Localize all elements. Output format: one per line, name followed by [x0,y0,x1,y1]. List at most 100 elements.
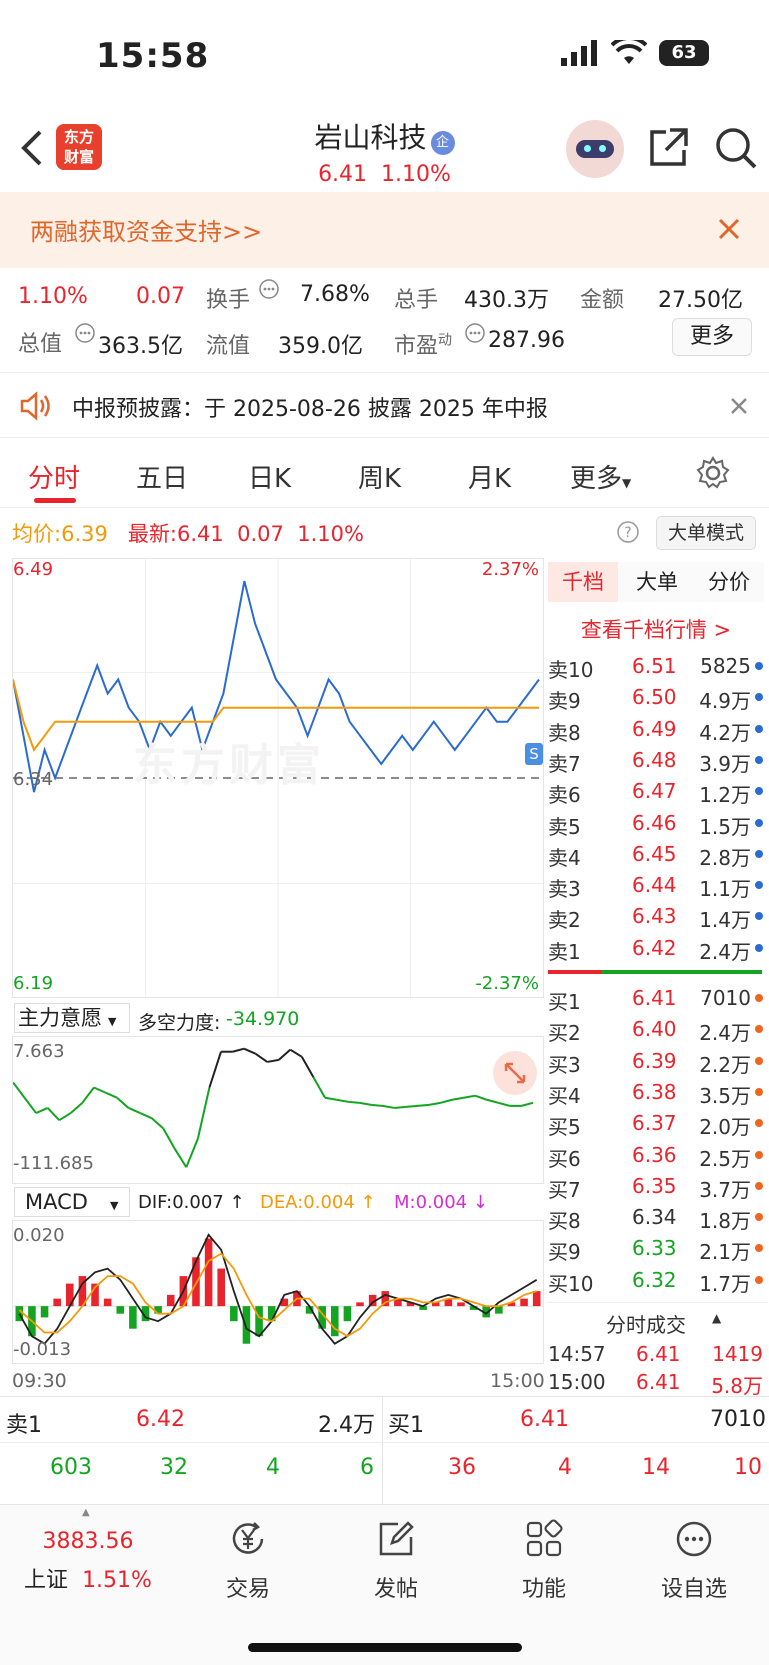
share-icon[interactable] [648,126,690,168]
ask-dot-icon [755,755,763,764]
notice-bar[interactable]: 中报预披露：于 2025-08-26 披露 2025 年中报 [0,372,769,438]
ask-row[interactable]: 卖1 6.42 2.4万 [548,932,763,964]
bottom-tab-trade[interactable]: 交易 [198,1519,298,1603]
ask-price: 6.43 [632,904,677,929]
tab-weekly-k[interactable]: 周K [358,464,402,494]
trade-yen-icon [232,1522,264,1554]
ask-volume: 5825 [700,654,751,678]
tab-big-order[interactable]: 大单 [636,570,678,594]
chevron-up-icon: ▲ [712,1311,722,1325]
more-button[interactable]: 更多 [672,318,752,356]
force-line-segment [232,1047,245,1053]
macd-bar [242,1306,251,1344]
more-info-icon[interactable] [74,322,96,344]
bottom-tab-bar: ▲ 3883.56 上证 1.51% 交易 发帖 功能 设自选 [0,1504,769,1665]
view-depth-link[interactable]: 查看千档行情 > [580,618,732,642]
ask-row[interactable]: 卖10 6.51 5825 [548,650,763,682]
tab-five-day[interactable]: 五日 [136,464,189,494]
ask-volume: 1.2万 [699,783,751,808]
ask-row[interactable]: 卖3 6.44 1.1万 [548,869,763,901]
home-indicator [248,1643,522,1652]
queue-ask-order: 603 [50,1455,92,1480]
ask-dot-icon [755,693,763,702]
force-line-segment [474,1094,488,1101]
notice-text[interactable]: 中报预披露：于 2025-08-26 披露 2025 年中报 [72,397,548,422]
intraday-chart[interactable]: 东方财富 6.49 2.37% 6.34 6.19 -2.37% S [12,558,544,998]
bottom-tab-post[interactable]: 发帖 [346,1519,446,1603]
indicator-chart[interactable]: 7.663 -111.685 [12,1036,544,1184]
ask-price: 6.50 [632,685,677,710]
ask-dot-icon [755,818,763,827]
bid-row[interactable]: 买2 6.40 2.4万 [548,1013,763,1045]
more-info-icon[interactable] [258,278,280,300]
search-icon[interactable] [714,126,758,170]
more-info-icon[interactable] [464,322,486,344]
ask-row[interactable]: 卖5 6.46 1.5万 [548,807,763,839]
title-block: 岩山科技企 6.41 1.10% [0,116,769,187]
tab-depth[interactable]: 千档 [548,562,618,602]
bid-dot-icon [755,1244,763,1253]
ask-row[interactable]: 卖4 6.45 2.8万 [548,838,763,870]
bid-row[interactable]: 买4 6.38 3.5万 [548,1076,763,1108]
ask-volume: 2.8万 [699,845,751,870]
expand-icon[interactable] [493,1051,537,1095]
dea-line [18,1252,537,1338]
avg-line-series [13,679,539,752]
pct-low-label: -2.37% [475,973,539,994]
trades-header[interactable]: 分时成交 ▲ [546,1302,768,1337]
robot-avatar-icon[interactable] [566,120,624,178]
bid-dot-icon [755,1181,763,1190]
ask-row[interactable]: 卖7 6.48 3.9万 [548,744,763,776]
force-line-segment [301,1056,315,1078]
big-order-mode-button[interactable]: 大单模式 [656,516,756,550]
force-line-segment [440,1098,453,1104]
bid-row[interactable]: 买10 6.32 1.7万 [548,1264,763,1296]
indicator-select[interactable]: 主力意愿 ▼ [14,1003,130,1033]
settings-gear-icon[interactable] [696,456,730,490]
macd-bar [507,1302,516,1307]
close-icon[interactable] [718,218,740,240]
force-line-segment [267,1058,279,1063]
bottom-tab-functions[interactable]: 功能 [494,1519,594,1603]
macd-chart[interactable]: 0.020 -0.013 [12,1220,544,1364]
force-line-segment [208,1051,222,1088]
ask-row[interactable]: 卖2 6.43 1.4万 [548,900,763,933]
tab-intraday[interactable]: 分时 [28,464,81,494]
trade-row: 15:00 6.41 5.8万 [548,1370,763,1398]
bid-dot-icon [755,1213,763,1222]
macd-bar [482,1306,490,1318]
help-icon[interactable]: ? [616,520,640,544]
tab-daily-k[interactable]: 日K [248,464,292,494]
bottom-tab-watchlist[interactable]: 设自选 [644,1519,744,1603]
index-widget[interactable]: 3883.56 上证 1.51% [0,1529,176,1594]
bid-row[interactable]: 买8 6.34 1.8万 [548,1201,763,1233]
ask-label: 卖2 [548,908,581,933]
bid-row[interactable]: 买6 6.36 2.5万 [548,1139,763,1171]
ask-row[interactable]: 卖9 6.50 4.9万 [548,681,763,713]
tab-price-dist[interactable]: 分价 [708,570,750,594]
bid-row[interactable]: 买9 6.33 2.1万 [548,1232,763,1264]
ask-row[interactable]: 卖8 6.49 4.2万 [548,713,763,745]
bid-row[interactable]: 买7 6.35 3.7万 [548,1170,763,1202]
tab-more[interactable]: 更多▼ [570,464,632,494]
float-value: 359.0亿 [278,334,363,359]
bid-label: 买3 [548,1052,581,1077]
bid-row[interactable]: 买5 6.37 2.0万 [548,1107,763,1139]
promo-text[interactable]: 两融获取资金支持>> [30,218,263,246]
bid-row[interactable]: 买3 6.39 2.2万 [548,1045,763,1077]
ask-price: 6.47 [632,779,677,804]
back-arrow-icon[interactable] [18,128,44,168]
tab-monthly-k[interactable]: 月K [468,464,512,494]
ask-dot-icon [755,849,763,858]
ask-row[interactable]: 卖6 6.47 1.2万 [548,775,763,808]
promo-banner[interactable]: 两融获取资金支持>> [0,192,769,268]
s-marker[interactable]: S [525,743,543,765]
force-line-segment [348,1100,360,1104]
force-line-segment [35,1107,49,1114]
bid-row[interactable]: 买1 6.41 7010 [548,982,763,1014]
time-start-label: 09:30 [12,1370,67,1392]
close-icon[interactable] [730,397,748,415]
macd-select[interactable]: MACD ▼ [14,1187,130,1217]
pct-high-label: 2.37% [481,559,539,580]
macd-min-label: -0.013 [13,1339,72,1360]
